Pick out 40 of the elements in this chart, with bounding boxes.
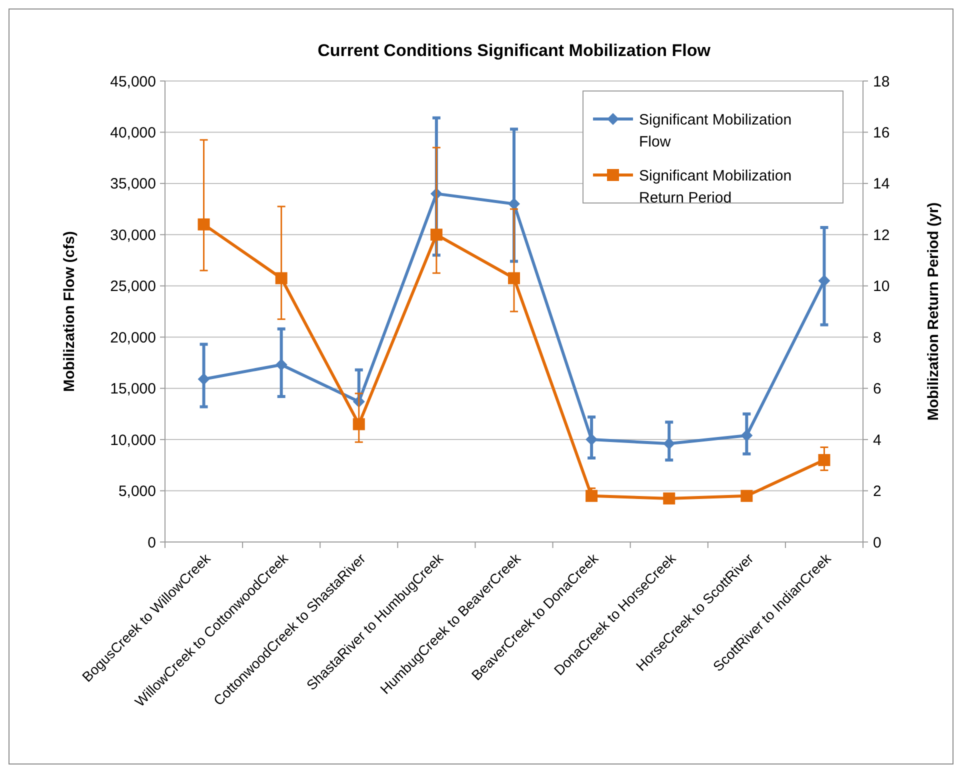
y2-tick-label: 18 [873,73,890,90]
chart-title: Current Conditions Significant Mobilization Flow [318,41,712,60]
y2-tick-label: 6 [873,380,882,398]
y2-tick-label: 0 [873,534,882,552]
point [586,490,598,502]
y2-tick-label: 4 [873,432,882,449]
point [663,492,676,504]
y-tick-label: 15,000 [110,380,156,398]
y2-tick-label: 2 [873,483,882,500]
y-tick-label: 35,000 [110,176,156,193]
y-tick-label: 45,000 [110,73,156,90]
point [740,429,753,442]
y-tick-label: 30,000 [110,226,156,244]
y-tick-label: 0 [148,534,156,552]
legend-label: Significant Mobilization Return Period [639,167,792,206]
y-tick-label: 25,000 [110,278,156,296]
y-tick-label: 20,000 [110,329,156,346]
point [198,373,210,386]
point [818,454,830,466]
y2-axis-title: Mobilization Return Period (yr) [925,202,942,421]
point [198,218,210,230]
point [275,358,288,371]
y-tick-label: 40,000 [110,124,156,142]
point [740,490,753,502]
y2-tick-label: 12 [873,226,890,244]
point [430,228,442,241]
point [586,434,598,446]
y-axis-title: Mobilization Flow (cfs) [61,231,78,392]
legend-label: Significant Mobilization Flow [639,111,792,150]
y2-tick-label: 14 [873,176,890,193]
y2-tick-label: 8 [873,329,882,346]
point [818,274,830,287]
y2-tick-label: 10 [873,278,890,296]
y-tick-label: 10,000 [110,432,156,449]
y2-tick-label: 16 [873,124,890,142]
y-tick-label: 5,000 [118,483,156,500]
point [508,272,520,284]
point [352,418,365,430]
point [663,438,676,450]
point [275,272,288,284]
